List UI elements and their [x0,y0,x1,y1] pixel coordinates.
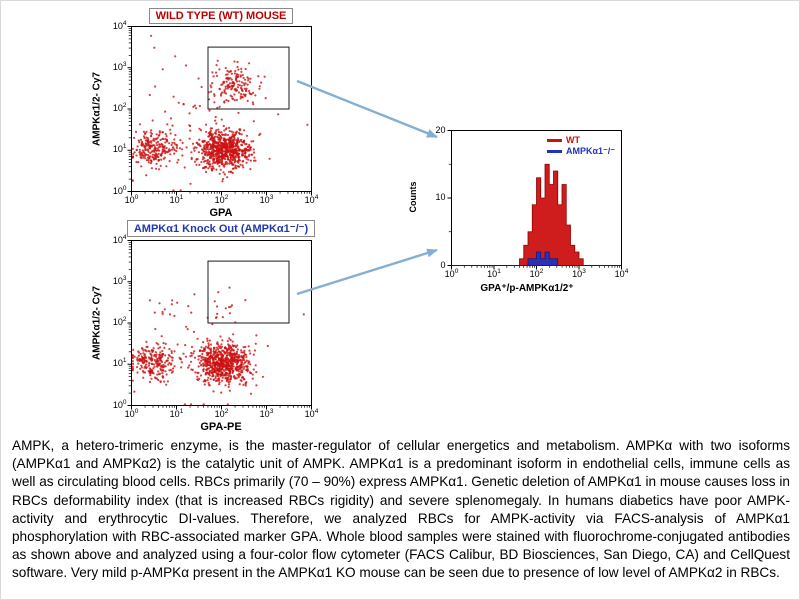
x-tick-label: 100 [124,193,139,205]
x-tick-label: 102 [529,267,544,279]
x-tick-label: 104 [304,193,319,205]
y-tick-label: 0 [440,259,446,270]
x-tick-label: 102 [214,193,229,205]
x-tick-label: 104 [614,267,629,279]
gate-arrow-2 [296,248,438,296]
axes-frame [127,26,312,196]
gate-box [207,46,290,110]
knockout-series-label: AMPKα1⁻/⁻ [566,146,616,156]
hist-y-axis-label-text: Counts [408,181,418,213]
y-tick-label: 20 [435,124,446,135]
wt-x-axis-label: GPA [209,207,233,219]
y-tick-label: 100 [112,184,127,196]
x-tick-label: 103 [259,407,274,419]
y-tick-label: 102 [112,316,127,327]
wt-series-label: WT [566,135,580,145]
wt-plot-title: WILD TYPE (WT) MOUSE [125,6,317,24]
y-tick-label: 103 [112,274,127,286]
x-tick-label: 100 [444,267,459,279]
legend-item-knockout: AMPKα1⁻/⁻ [547,146,615,157]
x-tick-label: 101 [169,193,184,205]
histogram-series-knockout [451,251,622,266]
hist-legend: WT AMPKα1⁻/⁻ [547,135,615,157]
y-tick-label: 104 [112,19,127,31]
x-tick-label: 103 [572,267,586,279]
wt-plot-title-text: WILD TYPE (WT) MOUSE [148,8,294,24]
y-tick-label: 104 [112,233,127,245]
y-tick-label: 100 [112,398,127,410]
ko-plot-title-text: AMPKα1 Knock Out (AMPKα1⁻/⁻) [126,220,316,237]
knockout-series-swatch [547,150,562,153]
y-tick-label: 101 [112,357,127,369]
legend-item-wt: WT [547,135,615,146]
y-tick-label: 102 [112,102,127,113]
x-tick-label: 104 [304,407,319,419]
ko-dot-plot-canvas [127,240,312,410]
gate-box [207,260,290,324]
histogram-canvas [447,130,622,270]
x-tick-label: 101 [169,407,184,419]
wt-dot-plot-canvas [127,26,312,196]
figure-caption: AMPK, a hetero-trimeric enzyme, is the m… [12,438,790,581]
y-tick-label: 10 [435,192,446,202]
hist-x-axis-label: GPA⁺/p-AMPKα1/2⁺ [480,283,574,294]
y-tick-label: 103 [112,60,127,72]
scatter-points [131,286,305,406]
scatter-points [131,34,309,192]
ko-plot-title: AMPKα1 Knock Out (AMPKα1⁻/⁻) [125,219,317,237]
hist-y-axis-label: Counts [408,182,418,213]
histogram-series-wt [451,163,622,266]
gate-arrow-1 [296,79,438,139]
y-tick-label: 101 [112,143,127,155]
x-tick-label: 102 [214,407,229,419]
axes-frame [127,240,312,410]
x-tick-label: 103 [259,193,274,205]
x-tick-label: 100 [124,407,139,419]
x-tick-label: 101 [487,267,501,279]
ko-x-axis-label: GPA-PE [200,421,242,433]
wt-series-swatch [547,139,562,142]
